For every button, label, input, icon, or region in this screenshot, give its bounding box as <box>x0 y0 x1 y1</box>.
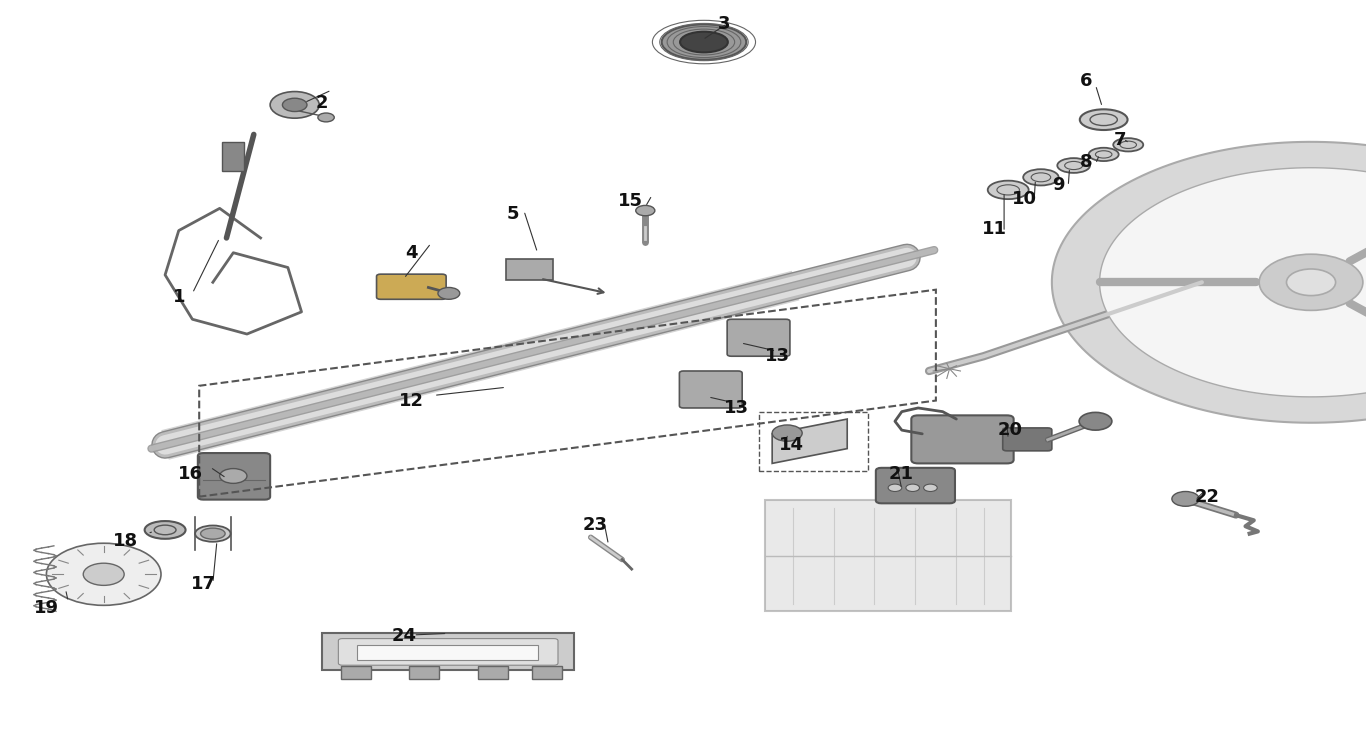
Circle shape <box>636 206 655 216</box>
FancyBboxPatch shape <box>357 646 537 660</box>
FancyBboxPatch shape <box>376 274 446 299</box>
Ellipse shape <box>201 528 226 539</box>
FancyBboxPatch shape <box>223 142 245 171</box>
Text: 19: 19 <box>34 599 59 617</box>
Text: 11: 11 <box>982 220 1007 238</box>
FancyBboxPatch shape <box>477 666 507 678</box>
Text: 8: 8 <box>1080 154 1092 171</box>
Text: 22: 22 <box>1195 487 1221 505</box>
Ellipse shape <box>1113 138 1143 151</box>
Text: 13: 13 <box>766 347 790 365</box>
Text: 3: 3 <box>718 15 730 33</box>
Circle shape <box>1286 269 1336 295</box>
Circle shape <box>437 287 459 299</box>
Text: 9: 9 <box>1053 176 1065 194</box>
Ellipse shape <box>1088 148 1118 161</box>
Text: 20: 20 <box>998 421 1023 439</box>
FancyBboxPatch shape <box>1003 428 1051 451</box>
Circle shape <box>1172 491 1199 506</box>
Text: 17: 17 <box>191 575 216 593</box>
Text: 24: 24 <box>391 626 417 645</box>
Circle shape <box>772 425 802 441</box>
Ellipse shape <box>1023 169 1058 186</box>
FancyBboxPatch shape <box>506 259 552 280</box>
Circle shape <box>283 98 308 111</box>
Text: 18: 18 <box>112 532 138 550</box>
Circle shape <box>924 484 938 491</box>
FancyBboxPatch shape <box>198 453 271 499</box>
Circle shape <box>1259 255 1363 310</box>
Ellipse shape <box>195 525 231 542</box>
Text: 14: 14 <box>779 436 804 454</box>
Circle shape <box>83 563 124 585</box>
Polygon shape <box>766 500 1012 611</box>
Text: 2: 2 <box>316 94 328 112</box>
Circle shape <box>906 484 920 491</box>
Polygon shape <box>772 419 848 464</box>
Circle shape <box>319 113 335 122</box>
Ellipse shape <box>662 24 746 60</box>
Text: 21: 21 <box>889 465 913 484</box>
FancyBboxPatch shape <box>532 666 562 678</box>
Text: 16: 16 <box>178 465 204 484</box>
FancyBboxPatch shape <box>339 639 558 666</box>
Circle shape <box>46 543 161 605</box>
Ellipse shape <box>988 180 1028 199</box>
Text: 4: 4 <box>405 243 417 262</box>
Text: 12: 12 <box>399 392 424 410</box>
Ellipse shape <box>681 32 727 53</box>
Text: 23: 23 <box>582 516 607 533</box>
Polygon shape <box>1099 168 1367 397</box>
Polygon shape <box>323 634 574 670</box>
Text: 7: 7 <box>1114 131 1126 149</box>
Text: 5: 5 <box>507 205 519 223</box>
FancyBboxPatch shape <box>876 468 956 503</box>
Ellipse shape <box>1080 109 1128 130</box>
Text: 1: 1 <box>174 288 186 306</box>
FancyBboxPatch shape <box>912 416 1014 464</box>
Text: 10: 10 <box>1012 191 1038 209</box>
Circle shape <box>889 484 902 491</box>
Ellipse shape <box>1057 158 1089 173</box>
Circle shape <box>271 91 320 118</box>
Text: 15: 15 <box>618 192 642 210</box>
Text: 6: 6 <box>1080 72 1092 90</box>
FancyBboxPatch shape <box>679 371 742 408</box>
Circle shape <box>1079 413 1111 430</box>
Text: 13: 13 <box>725 399 749 417</box>
Polygon shape <box>1051 142 1367 423</box>
Ellipse shape <box>145 521 186 539</box>
FancyBboxPatch shape <box>409 666 439 678</box>
FancyBboxPatch shape <box>727 319 790 356</box>
Circle shape <box>220 469 247 483</box>
FancyBboxPatch shape <box>342 666 370 678</box>
